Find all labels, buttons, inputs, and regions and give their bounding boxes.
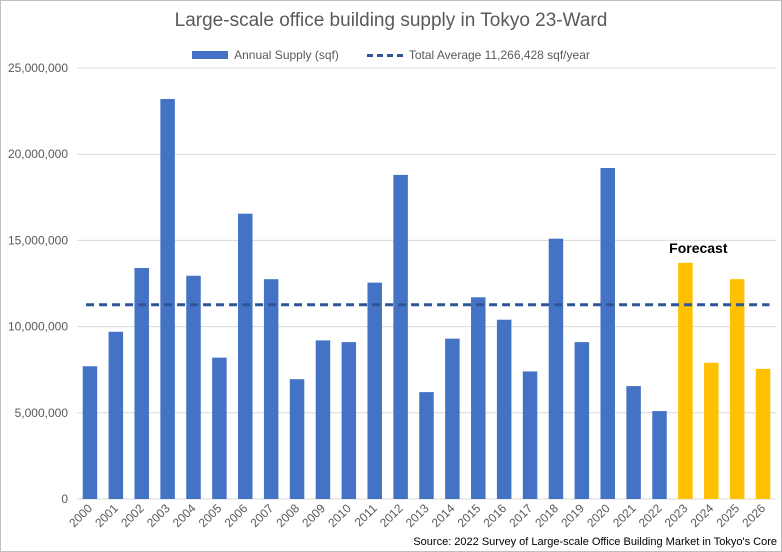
supply-bar [496,319,512,499]
supply-bar [419,392,434,499]
x-tick-label: 2024 [688,501,717,530]
y-tick-label: 5,000,000 [15,406,69,420]
forecast-bar [729,279,745,499]
supply-bar [445,338,460,499]
x-tick-label: 2026 [739,501,768,530]
x-tick-label: 2016 [481,501,510,530]
x-tick-label: 2011 [352,501,380,529]
supply-bar [574,342,590,499]
x-tick-label: 2007 [248,501,277,530]
legend-item-supply: Annual Supply (sqf) [192,48,339,62]
supply-bar [341,342,357,499]
x-tick-label: 2015 [455,501,484,530]
chart-legend: Annual Supply (sqf) Total Average 11,266… [1,48,781,62]
x-tick-label: 2022 [636,501,665,530]
supply-bar [652,411,667,499]
legend-label-average: Total Average 11,266,428 sqf/year [408,48,590,62]
chart-title: Large-scale office building supply in To… [174,10,608,31]
y-tick-label: 20,000,000 [8,147,68,161]
forecast-bar [678,262,693,499]
x-tick-label: 2018 [532,501,561,530]
x-tick-label: 2020 [584,501,613,530]
forecast-label: Forecast [669,240,728,256]
x-tick-label: 2003 [144,501,173,530]
supply-bar [289,379,305,499]
y-tick-label: 15,000,000 [8,233,68,247]
legend-swatch-supply [192,51,229,59]
legend-swatch-average [366,53,403,57]
x-tick-label: 2025 [714,501,743,530]
x-tick-label: 2005 [196,501,225,530]
x-tick-label: 2017 [506,501,535,530]
supply-bar [108,331,124,499]
supply-bar [212,357,227,499]
x-tick-label: 2002 [118,501,147,530]
supply-bar [186,275,201,499]
y-tick-label: 10,000,000 [8,320,68,334]
supply-bar [134,267,149,499]
x-tick-label: 2014 [429,501,458,530]
x-tick-label: 2019 [558,501,587,530]
supply-bar [471,297,486,499]
x-tick-label: 2023 [662,501,691,530]
x-tick-label: 2008 [273,501,302,530]
x-tick-label: 2010 [325,501,354,530]
supply-bar [626,386,641,499]
legend-label-supply: Annual Supply (sqf) [234,48,339,62]
supply-bar [522,371,538,499]
supply-bar [367,282,382,499]
x-tick-label: 2004 [170,501,199,530]
x-tick-label: 2001 [92,501,121,530]
supply-bar [82,366,98,499]
supply-bar [238,213,253,500]
supply-bar [160,99,175,500]
supply-bar [315,340,331,499]
x-tick-label: 2021 [610,501,639,530]
y-tick-label: 0 [61,492,68,506]
forecast-bar [704,362,719,499]
forecast-bar [755,368,771,499]
supply-bar [600,167,615,499]
x-tick-label: 2013 [403,501,432,530]
y-tick-label: 25,000,000 [8,61,68,75]
supply-bar [393,174,408,499]
supply-bar [548,238,564,499]
x-tick-label: 2012 [377,501,406,530]
x-tick-label: 2000 [66,501,95,530]
legend-item-average: Total Average 11,266,428 sqf/year [366,48,590,62]
x-tick-label: 2009 [299,501,328,530]
x-tick-label: 2006 [222,501,251,530]
source-note: Source: 2022 Survey of Large-scale Offic… [413,536,777,548]
supply-bar [263,279,279,499]
